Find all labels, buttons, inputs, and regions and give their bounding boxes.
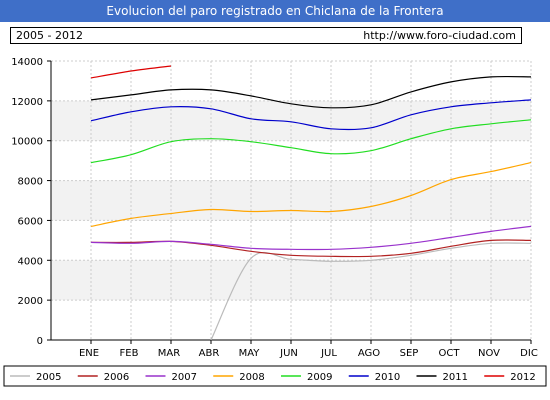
y-tick-label: 2000 xyxy=(18,296,43,307)
x-tick-label: SEP xyxy=(400,348,419,359)
legend-label-2005: 2005 xyxy=(36,372,61,383)
series-line-2005 xyxy=(210,242,532,341)
x-tick-label: AGO xyxy=(358,348,380,359)
series-line-2009 xyxy=(90,119,532,164)
x-tick-label: JUL xyxy=(320,348,337,359)
y-tick-label: 4000 xyxy=(18,256,43,267)
legend-label-2011: 2011 xyxy=(443,372,468,383)
y-tick-label: 0 xyxy=(37,336,43,347)
x-tick-label: ENE xyxy=(79,348,99,359)
x-tick-label: OCT xyxy=(439,348,461,359)
chart-title: Evolucion del paro registrado en Chiclan… xyxy=(0,0,550,22)
y-tick-label: 12000 xyxy=(11,97,43,108)
series-line-2007 xyxy=(90,225,532,251)
legend-label-2012: 2012 xyxy=(510,372,535,383)
y-tick-label: 14000 xyxy=(11,57,43,68)
y-tick-label: 10000 xyxy=(11,137,43,148)
x-tick-label: NOV xyxy=(478,348,500,359)
x-tick-label: ABR xyxy=(199,348,220,359)
x-tick-label: MAY xyxy=(239,348,261,359)
legend-label-2006: 2006 xyxy=(104,372,129,383)
legend xyxy=(3,365,547,387)
info-bar: 2005 - 2012 http://www.foro-ciudad.com xyxy=(10,27,522,44)
legend-label-2008: 2008 xyxy=(239,372,264,383)
x-tick-label: JUN xyxy=(279,348,298,359)
legend-label-2010: 2010 xyxy=(375,372,400,383)
series-line-2011 xyxy=(90,75,532,109)
y-tick-label: 6000 xyxy=(18,216,43,227)
website-link[interactable]: http://www.foro-ciudad.com xyxy=(363,29,516,42)
series-line-2008 xyxy=(90,162,532,227)
x-tick-label: MAR xyxy=(158,348,180,359)
period-label: 2005 - 2012 xyxy=(16,29,83,42)
y-tick-label: 8000 xyxy=(18,177,43,188)
series-line-2010 xyxy=(90,99,532,131)
legend-label-2007: 2007 xyxy=(172,372,197,383)
series-line-2012 xyxy=(90,65,172,79)
x-tick-label: FEB xyxy=(120,348,139,359)
x-tick-label: DIC xyxy=(520,348,538,359)
legend-label-2009: 2009 xyxy=(307,372,332,383)
